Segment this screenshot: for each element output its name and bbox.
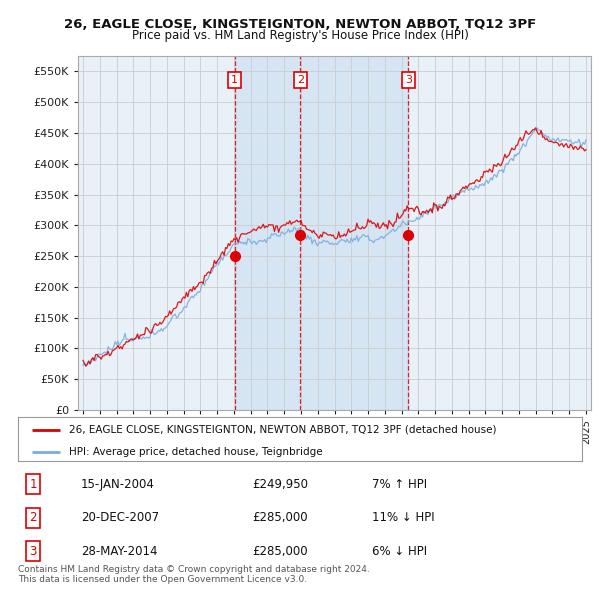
Text: 7% ↑ HPI: 7% ↑ HPI — [372, 477, 427, 491]
Text: 15-JAN-2004: 15-JAN-2004 — [81, 477, 155, 491]
Text: 26, EAGLE CLOSE, KINGSTEIGNTON, NEWTON ABBOT, TQ12 3PF (detached house): 26, EAGLE CLOSE, KINGSTEIGNTON, NEWTON A… — [69, 425, 496, 434]
Text: 6% ↓ HPI: 6% ↓ HPI — [372, 545, 427, 558]
Text: £285,000: £285,000 — [252, 545, 308, 558]
Text: 1: 1 — [29, 477, 37, 491]
Text: £249,950: £249,950 — [252, 477, 308, 491]
Text: 20-DEC-2007: 20-DEC-2007 — [81, 511, 159, 525]
Text: Price paid vs. HM Land Registry's House Price Index (HPI): Price paid vs. HM Land Registry's House … — [131, 30, 469, 42]
Text: 3: 3 — [405, 75, 412, 85]
Text: 26, EAGLE CLOSE, KINGSTEIGNTON, NEWTON ABBOT, TQ12 3PF: 26, EAGLE CLOSE, KINGSTEIGNTON, NEWTON A… — [64, 18, 536, 31]
Text: 28-MAY-2014: 28-MAY-2014 — [81, 545, 157, 558]
Text: 3: 3 — [29, 545, 37, 558]
Bar — [235, 56, 408, 410]
Text: 2: 2 — [297, 75, 304, 85]
Text: 11% ↓ HPI: 11% ↓ HPI — [372, 511, 434, 525]
Text: 2: 2 — [29, 511, 37, 525]
Text: 1: 1 — [231, 75, 238, 85]
Text: £285,000: £285,000 — [252, 511, 308, 525]
Text: Contains HM Land Registry data © Crown copyright and database right 2024.
This d: Contains HM Land Registry data © Crown c… — [18, 565, 370, 584]
Text: HPI: Average price, detached house, Teignbridge: HPI: Average price, detached house, Teig… — [69, 447, 322, 457]
